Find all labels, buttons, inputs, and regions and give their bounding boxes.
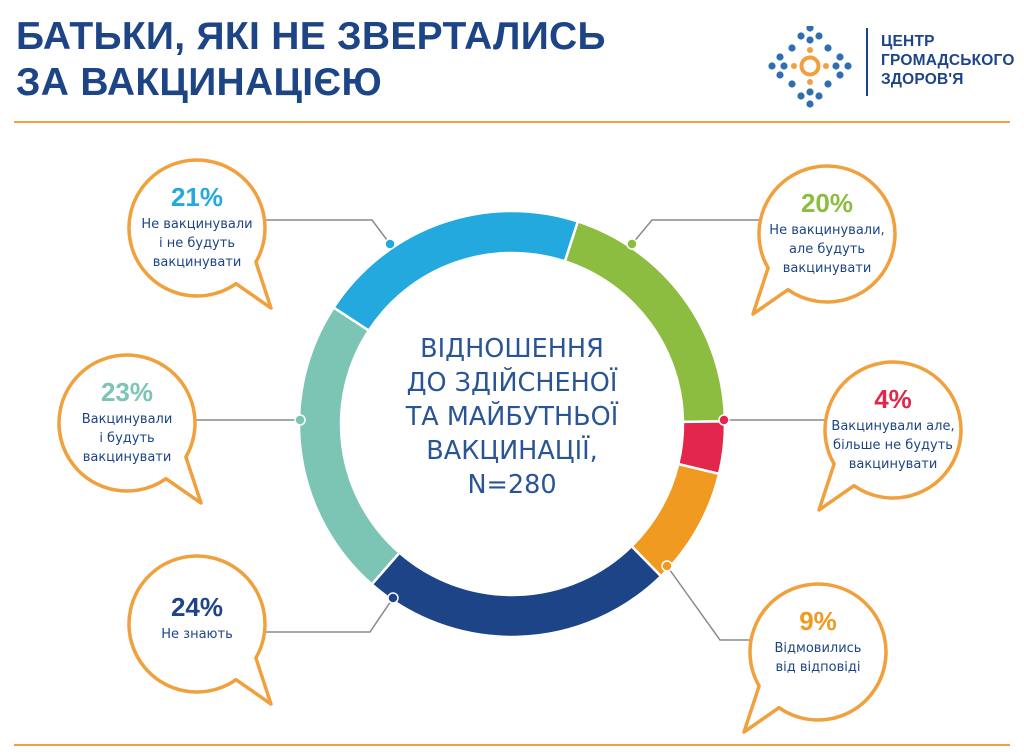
callout-1: 4% Вакцинували але, більше не будуть вакцин… [718, 360, 963, 512]
callout-marker-4 [294, 414, 306, 426]
callout-label-5-2: вакцинувати [153, 255, 242, 270]
center-caption-line-1: ДО ЗДІЙСНЕНОЇ [407, 368, 618, 398]
callout-bubble-5 [127, 158, 273, 310]
callout-connector-3 [265, 597, 394, 633]
callout-marker-1 [718, 414, 730, 426]
logo-inner-dot-0 [807, 47, 813, 53]
callout-label-2-0: Відмовились [775, 641, 862, 656]
center-caption-line-0: ВІДНОШЕННЯ [420, 334, 604, 364]
logo-dot-15 [824, 80, 832, 88]
callout-label-2-1: від відповіді [776, 660, 861, 675]
callout-5: 21% Не вакцинували і не будуть вакцинувати [127, 158, 396, 310]
callout-label-0-2: вакцинувати [783, 261, 872, 276]
logo-dot-9 [776, 71, 784, 79]
page-title-line-2: ЗА ВАКЦИНАЦІЄЮ [16, 61, 382, 104]
logo-dot-7 [815, 92, 823, 100]
callout-marker-3 [387, 592, 399, 604]
callout-label-0-0: Не вакцинували, [769, 223, 884, 238]
logo-dot-16 [806, 24, 814, 32]
logo-dot-3 [832, 62, 840, 70]
logo-dot-1 [806, 88, 814, 96]
callout-value-2: 9% [799, 606, 837, 636]
donut-slice-3 [370, 544, 663, 639]
logo-name-line-1: ЦЕНТР [881, 33, 935, 50]
callout-connector-2 [666, 565, 750, 641]
logo-name-line-2: ГРОМАДСЬКОГО [881, 52, 1015, 69]
callout-value-1: 4% [874, 384, 912, 414]
logo-dot-2 [780, 62, 788, 70]
logo-dot-14 [788, 80, 796, 88]
logo-divider [866, 28, 868, 96]
logo-dot-5 [815, 32, 823, 40]
callout-label-0-1: але будуть [789, 242, 865, 257]
logo-dot-10 [836, 53, 844, 61]
donut-slice-4 [297, 305, 402, 587]
callout-bubble-2 [742, 582, 888, 734]
logo-inner-dot-1 [807, 79, 813, 85]
callout-bubble-0 [751, 164, 897, 316]
callout-value-3: 24% [171, 592, 223, 622]
center-caption: ВІДНОШЕННЯ ДО ЗДІЙСНЕНОЇ ТА МАЙБУТНЬОЇ ВАКЦ… [405, 334, 619, 500]
footer-divider [14, 744, 1010, 746]
callout-value-0: 20% [801, 188, 853, 218]
callout-bubble-3 [127, 554, 273, 706]
callout-label-1-2: вакцинувати [849, 457, 938, 472]
donut-slice-5 [331, 209, 580, 333]
logo-dot-6 [797, 92, 805, 100]
logo-dot-13 [824, 44, 832, 52]
logo-dot-0 [806, 36, 814, 44]
logo-dot-11 [836, 71, 844, 79]
logo-ring [799, 55, 821, 77]
callout-marker-5 [384, 238, 396, 250]
callout-marker-0 [626, 238, 638, 250]
logo-mark-icon [768, 24, 852, 108]
callout-connector-0 [631, 219, 759, 245]
logo-name-line-3: ЗДОРОВ'Я [881, 71, 964, 88]
callout-label-4-2: вакцинувати [83, 450, 172, 465]
callout-label-1-0: Вакцинували але, [831, 419, 954, 434]
callout-label-5-0: Не вакцинували [141, 217, 252, 232]
center-caption-line-3: ВАКЦИНАЦІЇ, [426, 436, 597, 466]
callout-connector-5 [265, 219, 391, 245]
logo-inner-dot-2 [791, 63, 797, 69]
callout-marker-2 [661, 560, 673, 572]
callout-bubble-1 [817, 360, 963, 512]
page-title-line-1: БАТЬКИ, ЯКІ НЕ ЗВЕРТАЛИСЬ [16, 15, 606, 58]
center-caption-line-4: N=280 [467, 470, 556, 500]
callout-label-1-1: більше не будуть [833, 438, 953, 453]
organization-logo: ЦЕНТР ГРОМАДСЬКОГО ЗДОРОВ'Я [764, 24, 1014, 108]
logo-inner-dot-3 [823, 63, 829, 69]
callout-label-4-0: Вакцинували [82, 412, 173, 427]
callout-value-5: 21% [171, 182, 223, 212]
callout-value-4: 23% [101, 377, 153, 407]
logo-dot-19 [844, 62, 852, 70]
header-divider [14, 121, 1010, 123]
callout-label-3-0: Не знають [161, 627, 232, 642]
callout-label-4-1: і будуть [99, 431, 154, 446]
logo-dot-4 [797, 32, 805, 40]
page-title: БАТЬКИ, ЯКІ НЕ ЗВЕРТАЛИСЬ ЗА ВАКЦИНАЦІЄЮ [16, 14, 606, 106]
logo-dot-12 [788, 44, 796, 52]
callout-0: 20% Не вакцинували, але будуть вакцинувати [626, 164, 897, 316]
callout-3: 24% Не знають [127, 554, 399, 706]
callout-2: 9% Відмовились від відповіді [661, 560, 888, 734]
callout-label-5-1: і не будуть [159, 236, 235, 251]
callout-bubble-4 [57, 353, 203, 505]
logo-dot-8 [776, 53, 784, 61]
logo-dot-18 [768, 62, 776, 70]
callout-4: 23% Вакцинували і будуть вакцинувати [57, 353, 306, 505]
center-caption-line-2: ТА МАЙБУТНЬОЇ [405, 402, 619, 432]
logo-name: ЦЕНТР ГРОМАДСЬКОГО ЗДОРОВ'Я [881, 32, 1015, 89]
logo-dot-17 [806, 100, 814, 108]
